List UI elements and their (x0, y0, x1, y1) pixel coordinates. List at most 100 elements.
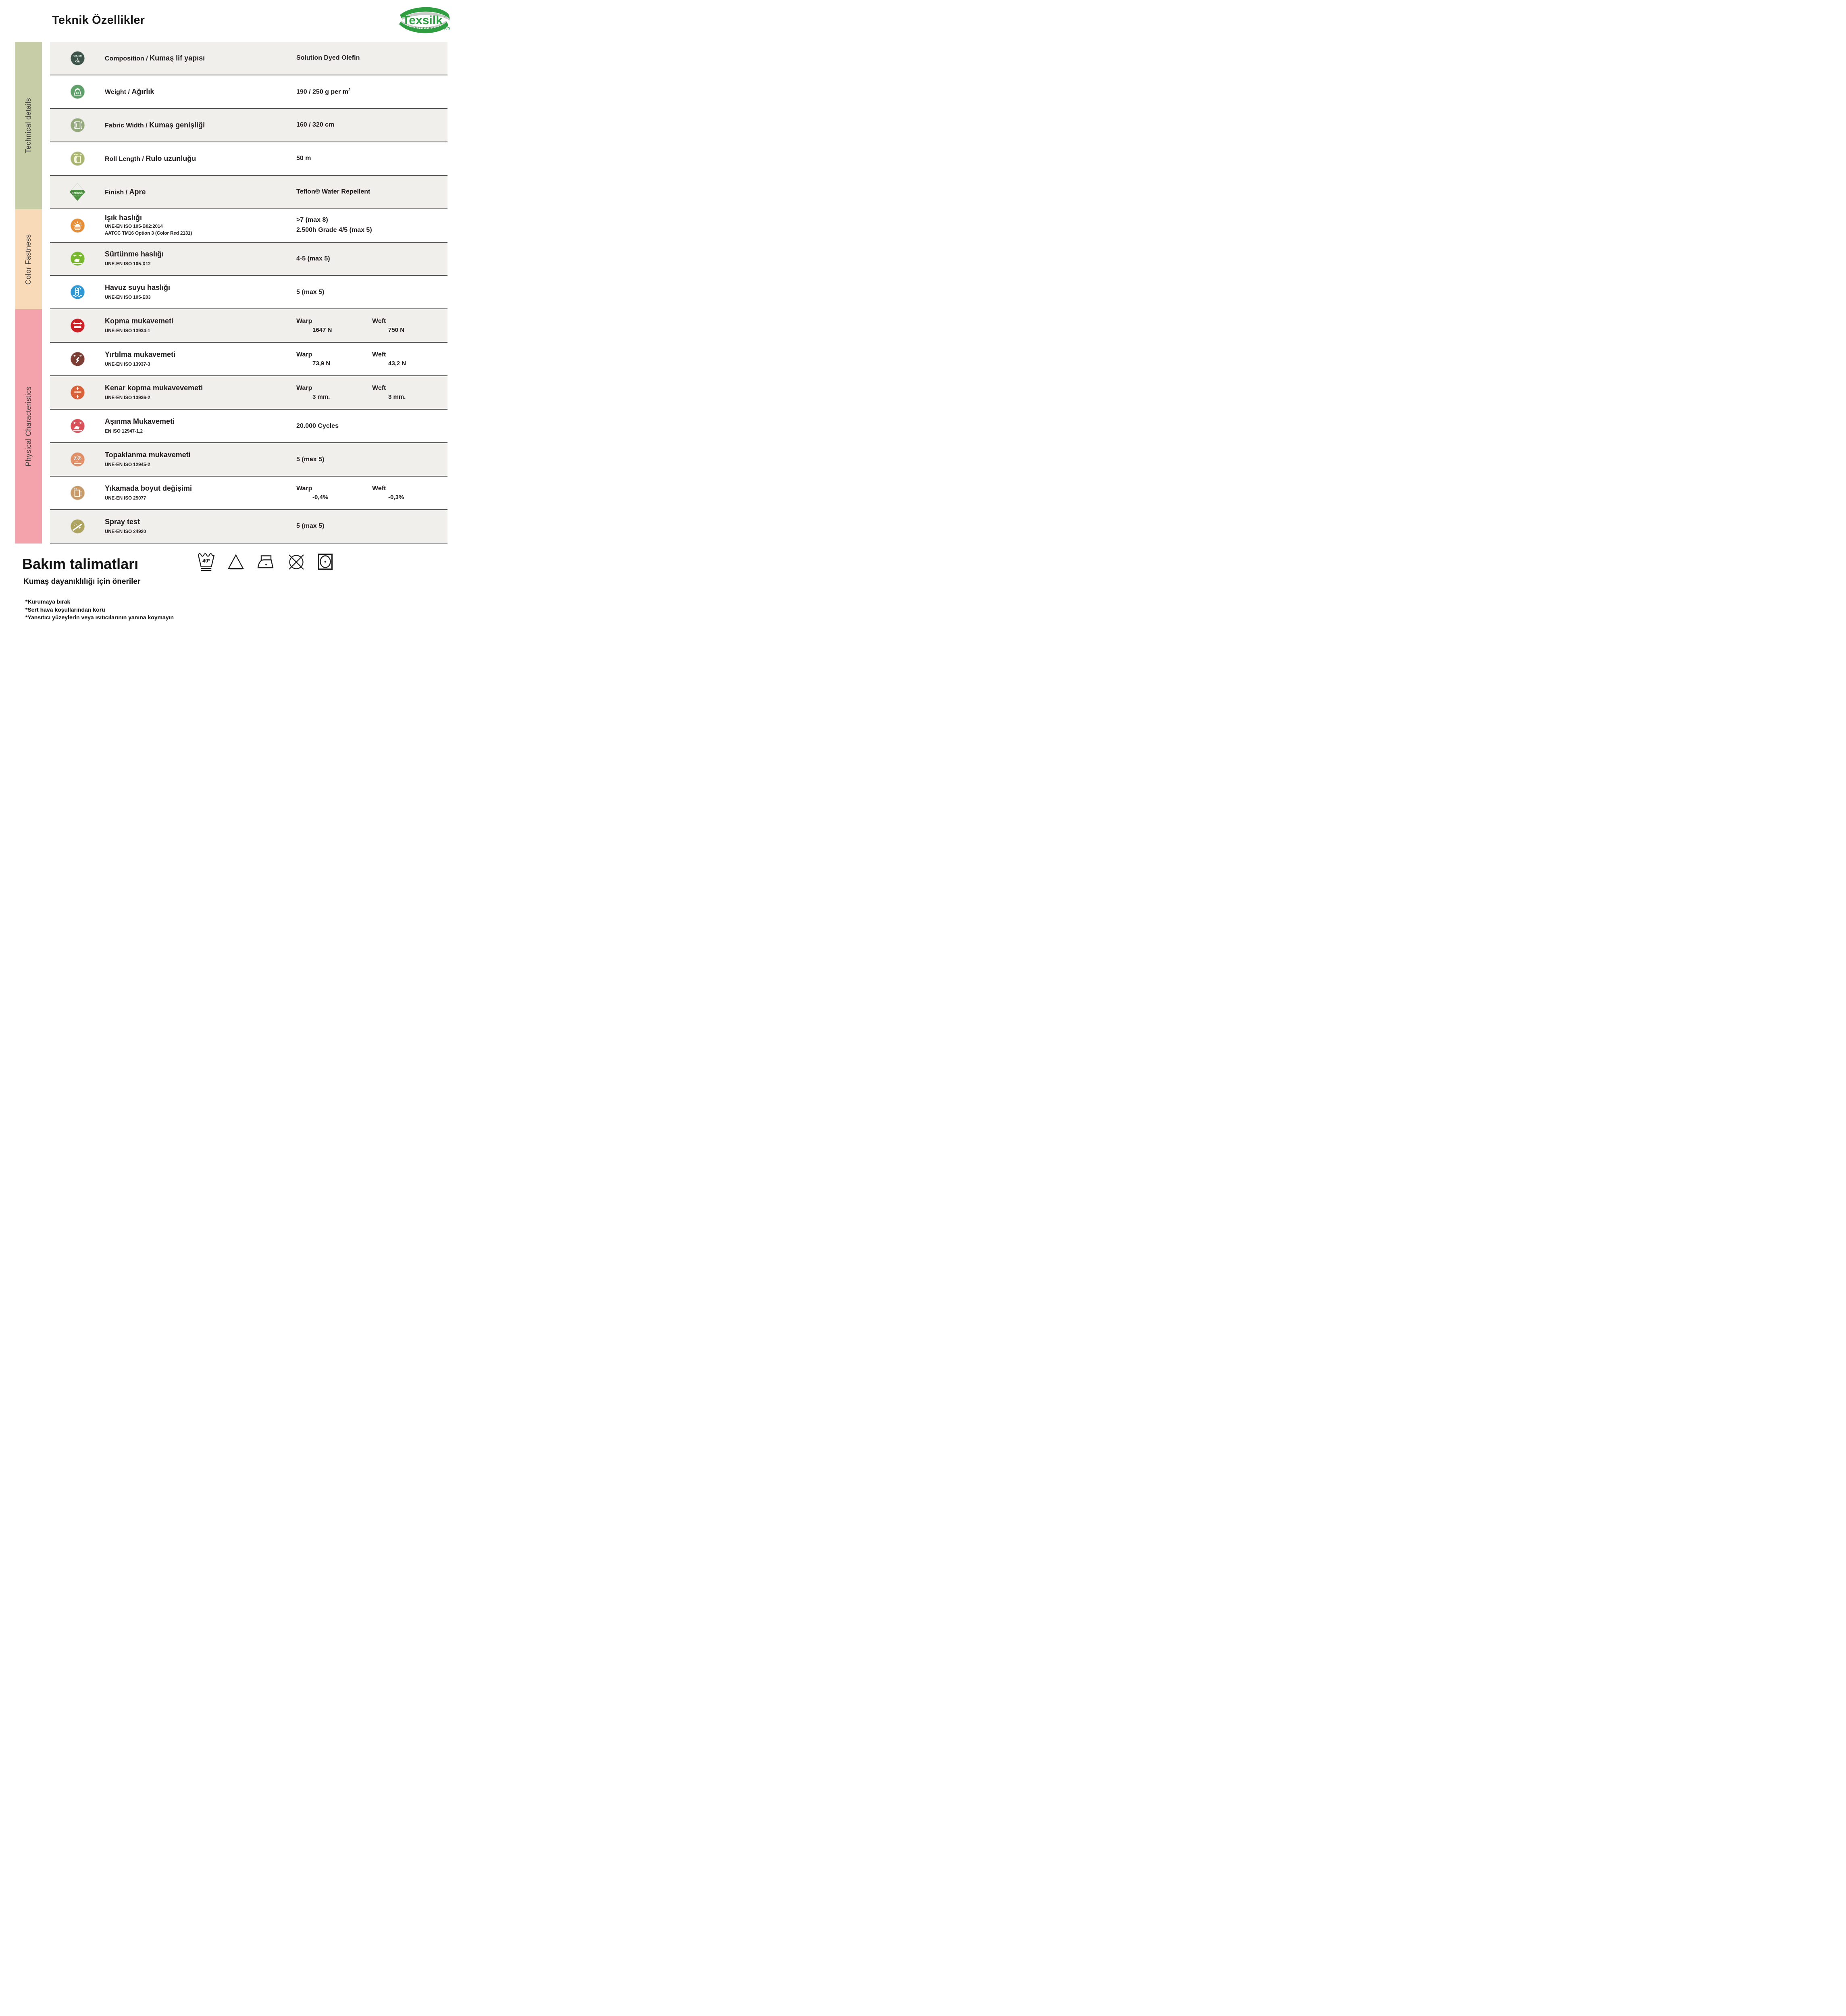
sidebar-label: Color Fastness (24, 234, 33, 285)
warp-label: Warp (296, 351, 312, 358)
table-row-spray-test: Spray test UNE-EN ISO 24920 5 (max 5) (50, 510, 447, 544)
svg-text:CH₃: CH₃ (75, 60, 80, 63)
svg-text:40º: 40º (202, 558, 210, 564)
care-symbols: 40º (197, 552, 333, 572)
row-value: 50 m (296, 155, 311, 162)
row-label-tr: Kumaş genişliği (149, 121, 205, 129)
fabric-width-icon (70, 118, 85, 133)
row-title: Yıkamada boyut değişimi (105, 484, 192, 492)
weft-label: Weft (372, 351, 386, 358)
care-subtitle: Kumaş dayanıklılığı için öneriler (23, 577, 141, 586)
warp-value: 73,9 N (312, 360, 331, 367)
table-row-abrasion-resistance: Aşınma Mukavemeti EN ISO 12947-1,2 20.00… (50, 410, 447, 444)
weft-value: 3 mm. (388, 394, 406, 401)
row-title: Kopma mukavemeti (105, 317, 174, 325)
section-sidebar: Technical details Color Fastness Physica… (15, 42, 42, 544)
care-note: *Sert hava koşullarından koru (25, 606, 105, 613)
row-title: Havuz suyu haslığı (105, 283, 171, 292)
row-value: 4-5 (max 5) (296, 255, 330, 262)
table-row-pilling-resistance: Topaklanma mukavemeti UNE-EN ISO 12945-2… (50, 443, 447, 477)
rubbing-fastness-icon (70, 251, 85, 266)
care-notes: *Kurumaya bırak *Sert hava koşullarından… (25, 598, 174, 622)
pilling-resistance-icon (70, 452, 85, 467)
row-label-en: Roll Length / (105, 155, 144, 162)
table-row-tensile-strength: Kopma mukavemeti UNE-EN ISO 13934-1 Warp… (50, 309, 447, 343)
row-standard: UNE-EN ISO 13937-3 (105, 362, 150, 367)
warp-value: 1647 N (312, 327, 332, 334)
warp-value: -0,4% (312, 494, 329, 501)
spec-table: CH₂-CH | CH₃ Composition / Kumaş lif yap… (50, 42, 447, 544)
logo-tagline: OUTDOOR FABRICS (412, 27, 451, 30)
row-value: 160 / 320 cm (296, 121, 335, 129)
row-title: Topaklanma mukavemeti (105, 450, 191, 459)
logo-registered: ® (444, 14, 447, 18)
no-dry-clean-icon (289, 554, 304, 570)
care-note: *Kurumaya bırak (25, 598, 71, 605)
wash-shrinkage-icon (70, 485, 85, 500)
row-title: Işık haslığı (105, 214, 142, 222)
row-label-tr: Rulo uzunluğu (146, 154, 196, 162)
teflon-diamond-icon: Teflon® fabric protector (69, 183, 85, 201)
row-standard: UNE-EN ISO 25077 (105, 496, 146, 501)
table-row-composition: CH₂-CH | CH₃ Composition / Kumaş lif yap… (50, 42, 447, 75)
row-standard: UNE-EN ISO 24920 (105, 529, 146, 534)
row-title: Spray test (105, 517, 140, 526)
weight-kg-icon: KG (70, 84, 85, 99)
row-standard: UNE-EN ISO 105-X12 (105, 262, 151, 267)
sunlight-fastness-icon (70, 218, 85, 233)
row-title: Aşınma Mukavemeti (105, 417, 175, 425)
row-standard: UNE-EN ISO 105-E03 (105, 295, 151, 300)
weft-value: -0,3% (388, 494, 404, 501)
weft-value: 43,2 N (388, 360, 406, 367)
logo-swoosh-top (400, 7, 450, 19)
row-standard: UNE-EN ISO 13934-1 (105, 329, 150, 333)
polymer-formula-icon: CH₂-CH | CH₃ (70, 51, 85, 66)
warp-label: Warp (296, 485, 312, 492)
care-note: *Yansıtıcı yüzeylerin veya ısıtıcılarını… (25, 614, 174, 621)
table-row-tear-strength: Yırtılma mukavemeti UNE-EN ISO 13937-3 W… (50, 343, 447, 377)
logo-swoosh-bottom (399, 22, 448, 33)
table-row-roll-length: Roll Length / Rulo uzunluğu 50 m (50, 142, 447, 176)
row-label-en: Weight / (105, 88, 130, 96)
row-title: Kenar kopma mukavevemeti (105, 383, 203, 392)
warp-label: Warp (296, 318, 312, 325)
row-label-tr: Kumaş lif yapısı (150, 54, 205, 62)
svg-text:|: | (77, 58, 78, 60)
table-row-weight: KG Weight / Ağırlık 190 / 250 g per m2 (50, 75, 447, 109)
row-label-tr: Ağırlık (131, 87, 154, 96)
row-standard: UNE-EN ISO 12945-2 (105, 462, 150, 467)
row-label-tr: Apre (129, 187, 146, 196)
sidebar-label: Physical Characteristics (24, 386, 33, 467)
svg-text:KG: KG (76, 92, 79, 95)
row-title: Yırtılma mukavemeti (105, 350, 176, 358)
row-value: 20.000 Cycles (296, 422, 339, 429)
roll-length-icon (70, 151, 85, 166)
row-standard: UNE-EN ISO 13936-2 (105, 395, 150, 400)
warp-value: 3 mm. (312, 394, 330, 401)
row-value: Solution Dyed Olefin (296, 54, 360, 62)
care-title: Bakım talimatları (22, 556, 139, 572)
table-row-wash-shrinkage: Yıkamada boyut değişimi UNE-EN ISO 25077… (50, 476, 447, 510)
tensile-strength-icon (70, 318, 85, 333)
tear-strength-icon (70, 352, 85, 367)
table-row-pool-water-fastness: Havuz suyu haslığı UNE-EN ISO 105-E03 5 … (50, 276, 447, 310)
table-row-fabric-width: Fabric Width / Kumaş genişliği 160 / 320… (50, 108, 447, 142)
sidebar-band-physical-characteristics: Physical Characteristics (15, 309, 42, 544)
row-label-en: Finish / (105, 189, 127, 196)
weft-label: Weft (372, 385, 386, 392)
seam-slippage-icon (70, 385, 85, 400)
table-row-seam-slippage: Kenar kopma mukavevemeti UNE-EN ISO 1393… (50, 376, 447, 410)
row-value: >7 (max 8) 2.500h Grade 4/5 (max 5) (296, 217, 372, 234)
wash-40-icon: 40º (198, 553, 215, 571)
weft-value: 750 N (388, 327, 405, 334)
svg-text:fabric protector: fabric protector (73, 195, 82, 197)
row-value: 5 (max 5) (296, 523, 325, 530)
logo-brand: Texsilk (402, 14, 443, 27)
row-label-en: Composition / (105, 55, 148, 62)
row-standard: UNE-EN ISO 105-B02:2014 AATCC TM16 Optio… (105, 224, 192, 236)
row-value: 5 (max 5) (296, 456, 325, 463)
sidebar-label: Technical details (24, 98, 33, 153)
spray-test-icon (70, 519, 85, 534)
sidebar-band-technical-details: Technical details (15, 42, 42, 209)
row-label-en: Fabric Width / (105, 122, 148, 129)
